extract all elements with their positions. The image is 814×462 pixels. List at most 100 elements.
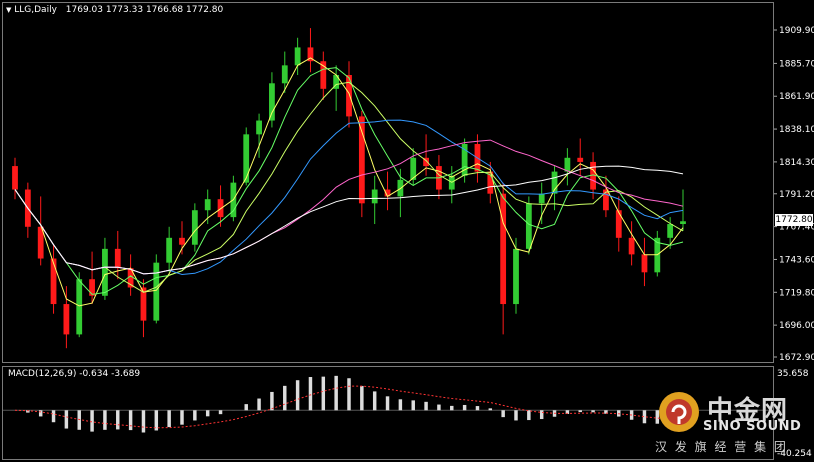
price-axis-label: 1861.90 xyxy=(779,92,814,102)
candle[interactable] xyxy=(448,166,455,204)
candle-body xyxy=(166,237,173,263)
candle-body xyxy=(384,189,391,197)
candle[interactable] xyxy=(371,175,378,225)
candle[interactable] xyxy=(333,65,340,111)
candle[interactable] xyxy=(397,168,404,218)
candle[interactable] xyxy=(127,254,134,296)
chart-menu-marker[interactable]: ▼ xyxy=(6,6,12,14)
candle[interactable] xyxy=(102,237,108,300)
candle[interactable] xyxy=(358,110,365,218)
candle[interactable] xyxy=(538,182,545,225)
moving-average-line xyxy=(14,81,684,293)
candle-body xyxy=(577,157,584,162)
candle[interactable] xyxy=(63,286,70,349)
price-axis-label: 1791.20 xyxy=(779,190,814,200)
candle-body xyxy=(204,199,211,211)
candle[interactable] xyxy=(410,148,417,186)
price-axis-label: 1672.90 xyxy=(779,353,814,363)
price-axis-label: 1814.30 xyxy=(779,158,814,168)
candle-body xyxy=(102,248,108,296)
candle-body xyxy=(603,189,609,211)
candle-body xyxy=(423,157,429,167)
candle-body xyxy=(500,193,507,305)
candle[interactable] xyxy=(500,182,507,335)
candle-body xyxy=(320,61,327,89)
candle[interactable] xyxy=(384,171,391,211)
candle-body xyxy=(487,171,494,194)
price-chart-panel[interactable]: ▼ LLG,Daily 1769.03 1773.33 1766.68 1772… xyxy=(2,2,774,363)
candle[interactable] xyxy=(487,161,494,204)
candle[interactable] xyxy=(294,37,301,76)
watermark-chinese: 中金网 xyxy=(707,396,789,426)
candle[interactable] xyxy=(628,221,635,266)
candle[interactable] xyxy=(307,28,314,73)
candle[interactable] xyxy=(153,254,160,324)
candle-body xyxy=(294,47,301,66)
candle[interactable] xyxy=(256,113,262,158)
candle-body xyxy=(153,262,160,321)
moving-average-line xyxy=(14,165,684,275)
moving-average-line xyxy=(14,67,684,295)
candle[interactable] xyxy=(525,196,532,255)
candle-body xyxy=(410,157,417,180)
candle-body xyxy=(281,65,288,84)
candle[interactable] xyxy=(12,157,18,200)
sino-sound-logo-icon xyxy=(659,392,699,432)
candle[interactable] xyxy=(551,166,558,211)
price-axis-label: 1767.40 xyxy=(779,223,814,233)
candle-body xyxy=(127,268,134,288)
candle-body xyxy=(256,120,262,135)
price-chart[interactable] xyxy=(3,3,773,362)
candle[interactable] xyxy=(76,272,83,338)
price-axis-label: 1743.60 xyxy=(779,255,814,265)
candle[interactable] xyxy=(320,51,327,100)
watermark: 中金网 SINO SOUND 汉 发 旗 经 营 集 团 xyxy=(655,388,813,460)
price-axis-label: 1838.10 xyxy=(779,125,814,135)
price-axis-label: 1719.80 xyxy=(779,288,814,298)
candle[interactable] xyxy=(680,189,686,231)
candle-body xyxy=(89,279,95,296)
candle[interactable] xyxy=(204,189,211,225)
candle-body xyxy=(217,199,224,218)
ohlc-values: 1769.03 1773.33 1766.68 1772.80 xyxy=(65,5,224,15)
chart-header: ▼ LLG,Daily 1769.03 1773.33 1766.68 1772… xyxy=(6,5,223,15)
candle[interactable] xyxy=(50,244,57,314)
candle-body xyxy=(307,47,314,62)
candle-body xyxy=(114,248,121,269)
macd-panel[interactable]: MACD(12,26,9) -0.634 -3.689 xyxy=(2,366,774,460)
candle[interactable] xyxy=(89,251,95,305)
candle[interactable] xyxy=(217,185,224,227)
candle[interactable] xyxy=(667,217,674,249)
candle-body xyxy=(243,134,250,183)
candle[interactable] xyxy=(243,127,250,186)
candle[interactable] xyxy=(230,175,237,222)
candle[interactable] xyxy=(140,279,147,338)
last-price-label: 1772.80 xyxy=(775,214,813,226)
candle[interactable] xyxy=(423,134,429,176)
candle[interactable] xyxy=(590,152,596,200)
candle-body xyxy=(680,221,686,225)
candle-body xyxy=(37,226,44,259)
candle[interactable] xyxy=(641,237,648,287)
candle-body xyxy=(590,161,596,190)
candle-body xyxy=(461,144,468,176)
watermark-english: SINO SOUND xyxy=(703,419,802,434)
candle[interactable] xyxy=(615,196,622,252)
candle[interactable] xyxy=(281,51,288,93)
price-axis-label: 1885.70 xyxy=(779,59,814,69)
candle-body xyxy=(140,287,147,321)
macd-chart[interactable] xyxy=(3,367,773,459)
candle[interactable] xyxy=(191,203,198,252)
candle-body xyxy=(564,157,571,172)
candle[interactable] xyxy=(37,196,44,266)
candle[interactable] xyxy=(269,72,275,128)
candle[interactable] xyxy=(513,237,519,314)
candle[interactable] xyxy=(564,148,571,186)
candle-body xyxy=(63,304,70,335)
symbol-title: LLG,Daily xyxy=(14,5,57,15)
candle[interactable] xyxy=(166,226,173,273)
candle[interactable] xyxy=(603,175,609,218)
candle-body xyxy=(269,83,275,121)
candle-body xyxy=(191,210,198,245)
